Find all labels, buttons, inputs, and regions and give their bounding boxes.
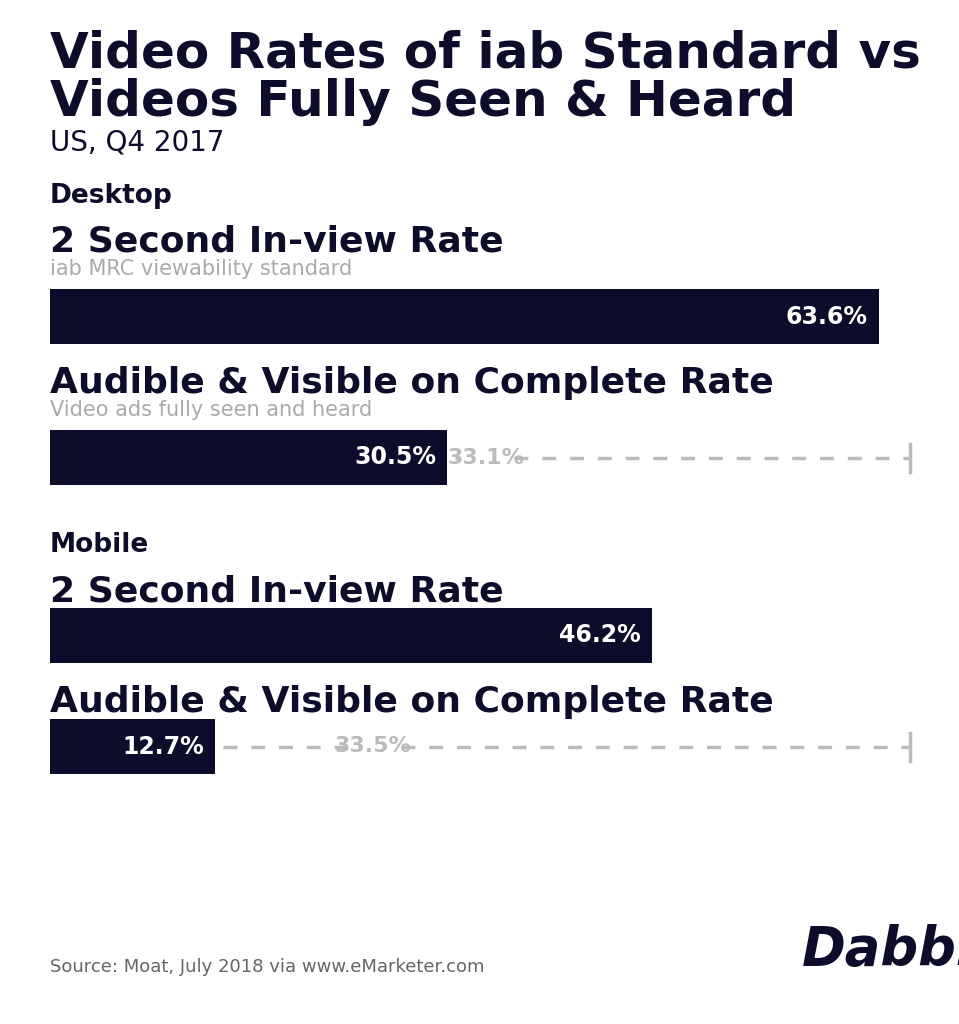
Text: Source: Moat, July 2018 via www.eMarketer.com: Source: Moat, July 2018 via www.eMarkete…	[50, 958, 484, 976]
Text: 33.5%: 33.5%	[335, 736, 411, 757]
Text: Mobile: Mobile	[50, 532, 150, 558]
Text: 12.7%: 12.7%	[123, 734, 204, 759]
FancyBboxPatch shape	[50, 608, 652, 663]
Text: Dabbl: Dabbl	[802, 924, 959, 976]
FancyBboxPatch shape	[50, 430, 448, 485]
Text: Video ads fully seen and heard: Video ads fully seen and heard	[50, 400, 372, 420]
Text: Audible & Visible on Complete Rate: Audible & Visible on Complete Rate	[50, 685, 774, 719]
Text: 46.2%: 46.2%	[559, 624, 641, 647]
Text: Audible & Visible on Complete Rate: Audible & Visible on Complete Rate	[50, 366, 774, 400]
Text: US, Q4 2017: US, Q4 2017	[50, 128, 224, 156]
Text: Videos Fully Seen & Heard: Videos Fully Seen & Heard	[50, 78, 796, 126]
Text: 33.1%: 33.1%	[448, 447, 525, 468]
Text: Video Rates of iab Standard vs: Video Rates of iab Standard vs	[50, 30, 921, 78]
Text: iab MRC viewability standard: iab MRC viewability standard	[50, 259, 352, 279]
Text: Desktop: Desktop	[50, 183, 173, 209]
Text: 30.5%: 30.5%	[355, 445, 436, 469]
FancyBboxPatch shape	[50, 719, 216, 774]
Text: 2 Second In-view Rate: 2 Second In-view Rate	[50, 574, 503, 608]
Text: 2 Second In-view Rate: 2 Second In-view Rate	[50, 225, 503, 259]
FancyBboxPatch shape	[50, 289, 878, 344]
Text: 63.6%: 63.6%	[785, 304, 868, 329]
